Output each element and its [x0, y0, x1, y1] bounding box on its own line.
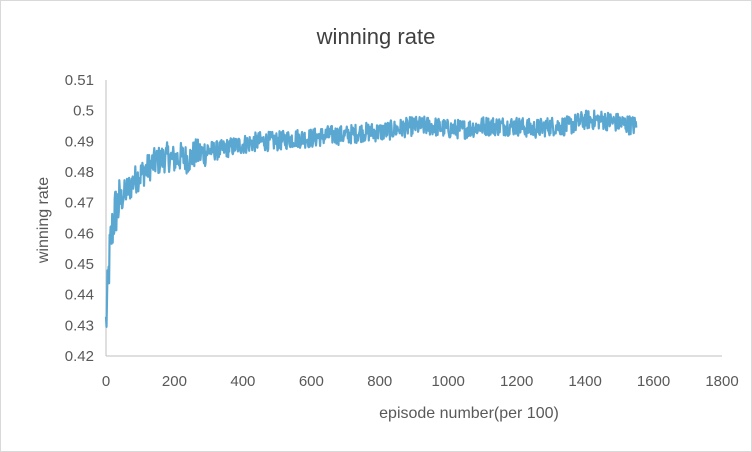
x-tick-label: 1400: [568, 373, 601, 390]
chart-title: winning rate: [316, 24, 436, 49]
y-tick-label: 0.45: [65, 256, 94, 273]
y-tick-label: 0.43: [65, 317, 94, 334]
x-tick-label: 200: [162, 373, 187, 390]
y-axis-title: winning rate: [35, 177, 52, 264]
x-tick-label: 1200: [500, 373, 533, 390]
y-tick-label: 0.47: [65, 195, 94, 212]
y-tick-label: 0.48: [65, 164, 94, 181]
x-tick-label: 0: [102, 373, 110, 390]
y-tick-label: 0.5: [73, 103, 94, 120]
y-tick-label: 0.44: [65, 287, 94, 304]
x-tick-label: 600: [299, 373, 324, 390]
y-tick-label: 0.51: [65, 72, 94, 89]
x-tick-label: 1800: [705, 373, 738, 390]
y-tick-label: 0.42: [65, 348, 94, 365]
tick-labels: 0.42 0.43 0.44 0.45 0.46 0.47 0.48 0.49 0.5 0.51 0…: [65, 72, 739, 390]
series-group: [104, 109, 638, 328]
x-tick-label: 800: [367, 373, 392, 390]
y-tick-label: 0.46: [65, 225, 94, 242]
x-tick-label: 1600: [637, 373, 670, 390]
x-axis-title: episode number(per 100): [379, 405, 559, 422]
series-line: [104, 109, 638, 328]
x-tick-label: 400: [230, 373, 255, 390]
x-tick-label: 1000: [432, 373, 465, 390]
y-tick-label: 0.49: [65, 133, 94, 150]
